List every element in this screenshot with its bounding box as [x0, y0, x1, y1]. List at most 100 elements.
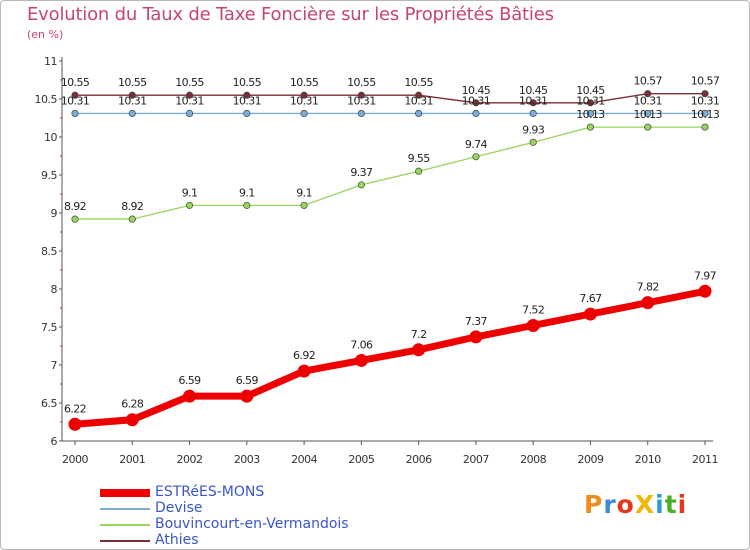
data-label: 10.31	[633, 94, 662, 107]
y-tick-label: 6	[51, 435, 58, 448]
data-point	[415, 109, 423, 117]
x-tick-label: 2001	[119, 453, 145, 466]
chart-title: Evolution du Taux de Taxe Foncière sur l…	[27, 4, 554, 25]
data-label: 6.59	[236, 374, 259, 387]
data-point	[701, 90, 709, 98]
data-point	[357, 109, 365, 117]
data-point	[644, 90, 652, 98]
data-label: 8.92	[64, 200, 86, 213]
x-tick-label: 2003	[234, 453, 260, 466]
x-tick-label: 2009	[577, 453, 603, 466]
data-label: 10.31	[691, 94, 720, 107]
data-point	[701, 109, 709, 117]
data-point	[698, 284, 712, 298]
legend-swatch	[100, 524, 150, 526]
data-point	[529, 138, 537, 146]
unit-label: (en %)	[27, 28, 64, 41]
data-label: 10.31	[290, 94, 319, 107]
data-label: 10.13	[576, 108, 605, 121]
data-point	[415, 167, 423, 175]
data-label: 9.1	[182, 186, 198, 199]
data-label: 10.57	[633, 75, 662, 88]
data-label: 9.55	[408, 152, 431, 165]
data-point	[128, 109, 136, 117]
x-tick-label: 2008	[520, 453, 546, 466]
data-label: 9.1	[239, 186, 255, 199]
data-label: 9.1	[296, 186, 312, 199]
data-point	[472, 153, 480, 161]
x-tick-label: 2005	[348, 453, 374, 466]
data-point	[469, 330, 483, 344]
data-point	[529, 99, 537, 107]
x-tick-label: 2002	[177, 453, 203, 466]
data-point	[415, 91, 423, 99]
data-point	[71, 215, 79, 223]
x-tick-label: 2010	[635, 453, 661, 466]
data-point	[128, 215, 136, 223]
legend-swatch	[100, 508, 150, 510]
y-tick-label: 9	[51, 207, 58, 220]
data-point	[185, 91, 194, 99]
data-point	[644, 123, 652, 131]
data-label: 6.22	[64, 402, 86, 415]
data-point	[701, 123, 709, 131]
data-point	[183, 389, 197, 403]
proxiti-logo: ProXiti	[584, 490, 688, 519]
data-label: 10.31	[233, 94, 262, 107]
data-label: 10.31	[347, 94, 376, 107]
data-label: 6.92	[293, 349, 315, 362]
data-label: 10.31	[61, 94, 90, 107]
data-point	[472, 109, 480, 117]
data-label: 10.31	[118, 94, 147, 107]
legend-swatch	[100, 489, 150, 497]
series-line-0	[74, 287, 706, 428]
data-label: 7.67	[579, 292, 602, 305]
y-tick-label: 7	[51, 359, 58, 372]
series-line-2	[75, 126, 705, 220]
data-point	[243, 201, 251, 209]
data-point	[71, 91, 79, 99]
data-label: 9.37	[350, 166, 373, 179]
data-label: 7.52	[522, 303, 544, 316]
legend-swatch	[100, 540, 150, 542]
data-label: 10.45	[519, 84, 548, 97]
data-point	[300, 91, 308, 99]
y-tick-label: 8	[51, 283, 58, 296]
data-label: 8.92	[121, 200, 143, 213]
y-tick-label: 6.5	[41, 397, 57, 410]
x-tick-label: 2011	[692, 453, 718, 466]
data-label: 7.2	[411, 328, 427, 341]
data-label: 10.55	[175, 76, 204, 89]
data-label: 9.93	[522, 123, 545, 136]
data-label: 7.82	[637, 281, 659, 294]
data-label: 10.31	[519, 94, 548, 107]
data-point	[357, 181, 365, 189]
data-point	[300, 201, 308, 209]
data-label: 7.06	[350, 338, 373, 351]
data-point	[641, 296, 655, 310]
data-label: 10.31	[175, 94, 204, 107]
data-label: 10.31	[462, 94, 491, 107]
data-point	[185, 201, 194, 209]
series-line-3	[75, 93, 705, 104]
data-label: 10.45	[462, 84, 491, 97]
data-point	[354, 353, 368, 367]
x-tick-label: 2006	[406, 453, 432, 466]
data-point	[526, 318, 540, 332]
data-point	[472, 99, 480, 107]
data-label: 10.45	[576, 84, 605, 97]
data-label: 10.13	[633, 108, 662, 121]
data-point	[71, 109, 79, 117]
data-label: 10.55	[347, 76, 376, 89]
data-point	[586, 99, 595, 107]
data-label: 10.55	[61, 76, 90, 89]
data-label: 10.57	[691, 75, 720, 88]
data-label: 10.55	[404, 76, 433, 89]
legend-label: Bouvincourt-en-Vermandois	[155, 516, 349, 532]
legend-label: ESTRéES-MONS	[155, 484, 265, 500]
y-tick-label: 11	[44, 55, 57, 68]
y-tick-label: 9.5	[41, 169, 57, 182]
data-label: 10.55	[118, 76, 147, 89]
x-tick-label: 2007	[463, 453, 489, 466]
